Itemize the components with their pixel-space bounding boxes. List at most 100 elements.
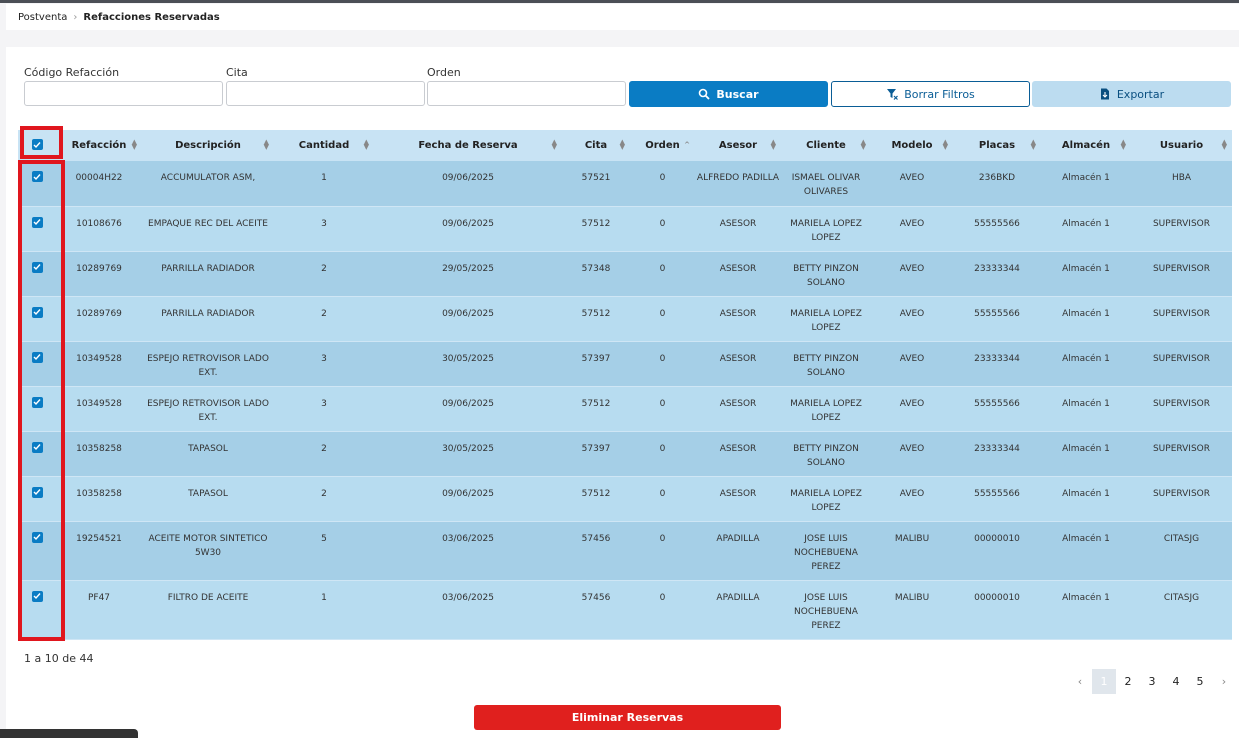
row-checkbox[interactable] [31, 396, 43, 408]
table-row[interactable]: 10289769 PARRILLA RADIADOR 2 09/06/2025 5751… [18, 296, 1232, 342]
sort-icon[interactable]: ▲ ▼ [363, 138, 369, 151]
sort-icon[interactable]: ▲ ▼ [551, 138, 557, 151]
export-button[interactable]: Exportar [1032, 81, 1231, 107]
row-checkbox[interactable] [31, 590, 43, 602]
table-row[interactable]: 10349528 ESPEJO RETROVISOR LADO EXT. 3 30/0… [18, 341, 1232, 387]
sort-icon[interactable]: ▲ ▼ [619, 138, 625, 151]
cell-modelo: AVEO [871, 206, 953, 252]
sort-icon[interactable]: ▲ ▼ [1030, 138, 1036, 151]
sort-icon[interactable]: ▲ ▼ [131, 138, 137, 151]
cell-descripcion: TAPASOL [142, 476, 274, 522]
row-checkbox[interactable] [31, 531, 43, 543]
row-checkbox-cell [18, 476, 56, 522]
file-export-icon [1100, 88, 1109, 100]
row-checkbox[interactable] [31, 216, 43, 228]
search-icon [699, 88, 711, 100]
cell-cantidad: 3 [274, 386, 374, 432]
check-icon [33, 173, 41, 180]
sort-asc-icon[interactable]: ^ [684, 141, 690, 149]
header-cliente[interactable]: Cliente ▲ ▼ [781, 130, 871, 161]
cell-cantidad: 2 [274, 476, 374, 522]
main-panel: Código Refacción Cita Orden Buscar Borra… [6, 47, 1239, 738]
sort-icon[interactable]: ▲ ▼ [860, 138, 866, 151]
cell-usuario: SUPERVISOR [1131, 251, 1232, 297]
breadcrumb-root[interactable]: Postventa [18, 11, 68, 23]
row-checkbox[interactable] [31, 306, 43, 318]
header-placas[interactable]: Placas ▲ ▼ [953, 130, 1041, 161]
header-orden[interactable]: Orden ^ [630, 130, 695, 161]
row-checkbox-cell [18, 251, 56, 297]
prev-page-button[interactable]: ‹ [1077, 675, 1083, 688]
cell-descripcion: PARRILLA RADIADOR [142, 296, 274, 342]
cell-cliente: MARIELA LOPEZ LOPEZ [781, 476, 871, 522]
row-checkbox[interactable] [31, 351, 43, 363]
cell-refaccion: 10358258 [56, 431, 142, 477]
sort-icon[interactable]: ▲ ▼ [1120, 138, 1126, 151]
page-button-2[interactable]: 2 [1124, 675, 1132, 688]
sort-icon[interactable]: ▲ ▼ [942, 138, 948, 151]
header-refaccion[interactable]: Refacción ▲ ▼ [56, 130, 142, 161]
cell-orden: 0 [630, 341, 695, 387]
search-button[interactable]: Buscar [629, 81, 828, 107]
sort-icon[interactable]: ▲ ▼ [263, 138, 269, 151]
header-asesor[interactable]: Asesor ▲ ▼ [695, 130, 781, 161]
cell-almacen: Almacén 1 [1041, 386, 1131, 432]
page-button-5[interactable]: 5 [1196, 675, 1204, 688]
row-checkbox[interactable] [31, 486, 43, 498]
header-fecha[interactable]: Fecha de Reserva ▲ ▼ [374, 130, 562, 161]
header-modelo[interactable]: Modelo ▲ ▼ [871, 130, 953, 161]
header-cita[interactable]: Cita ▲ ▼ [562, 130, 630, 161]
delete-reservations-button[interactable]: Eliminar Reservas [474, 705, 781, 730]
clear-filters-button[interactable]: Borrar Filtros [831, 81, 1030, 107]
page-button-3[interactable]: 3 [1148, 675, 1156, 688]
cell-refaccion: 10349528 [56, 341, 142, 387]
table-row[interactable]: 10358258 TAPASOL 2 30/05/2025 57397 0 ASESOR BE… [18, 431, 1232, 477]
table-row[interactable]: 19254521 ACEITE MOTOR SINTETICO 5W30 5 03/0… [18, 521, 1232, 581]
orden-input[interactable] [427, 81, 626, 106]
top-border [0, 0, 1239, 3]
cell-cliente: BETTY PINZON SOLANO [781, 251, 871, 297]
cell-cantidad: 3 [274, 341, 374, 387]
cell-asesor: ASESOR [695, 431, 781, 477]
cell-usuario: CITASJG [1131, 580, 1232, 640]
table-row[interactable]: 00004H22 ACCUMULATOR ASM, 1 09/06/2025 57521… [18, 161, 1232, 207]
cell-cita: 57397 [562, 431, 630, 477]
row-checkbox[interactable] [31, 441, 43, 453]
select-all-checkbox[interactable] [31, 139, 43, 151]
cell-placas: 55555566 [953, 386, 1041, 432]
header-usuario[interactable]: Usuario ▲ ▼ [1131, 130, 1232, 161]
table-row[interactable]: 10358258 TAPASOL 2 09/06/2025 57512 0 ASESOR MA… [18, 476, 1232, 522]
next-page-button[interactable]: › [1221, 675, 1227, 688]
codigo-input[interactable] [24, 81, 223, 106]
header-almacen[interactable]: Almacén ▲ ▼ [1041, 130, 1131, 161]
reservations-table-wrapper: Refacción ▲ ▼ Descripción ▲ ▼ Cantidad ▲ ▼ Fec… [18, 130, 1232, 640]
table-row[interactable]: 10349528 ESPEJO RETROVISOR LADO EXT. 3 09/0… [18, 386, 1232, 432]
cell-asesor: ASESOR [695, 341, 781, 387]
cell-usuario: SUPERVISOR [1131, 476, 1232, 522]
header-descripcion[interactable]: Descripción ▲ ▼ [142, 130, 274, 161]
cell-orden: 0 [630, 431, 695, 477]
cell-asesor: ALFREDO PADILLA [695, 161, 781, 207]
page-button-4[interactable]: 4 [1172, 675, 1180, 688]
cell-almacen: Almacén 1 [1041, 296, 1131, 342]
cell-usuario: SUPERVISOR [1131, 386, 1232, 432]
cell-usuario: SUPERVISOR [1131, 206, 1232, 252]
sort-icon[interactable]: ▲ ▼ [1221, 138, 1227, 151]
table-row[interactable]: 10108676 EMPAQUE REC DEL ACEITE 3 09/06/202… [18, 206, 1232, 252]
table-row[interactable]: 10289769 PARRILLA RADIADOR 2 29/05/2025 5734… [18, 251, 1232, 297]
cell-descripcion: ESPEJO RETROVISOR LADO EXT. [142, 386, 274, 432]
sort-icon[interactable]: ▲ ▼ [770, 138, 776, 151]
row-checkbox[interactable] [31, 171, 43, 182]
page-button-1[interactable]: 1 [1092, 669, 1116, 694]
cita-input[interactable] [226, 81, 425, 106]
cell-fecha: 30/05/2025 [374, 431, 562, 477]
cell-orden: 0 [630, 251, 695, 297]
row-checkbox[interactable] [31, 261, 43, 273]
cell-asesor: APADILLA [695, 521, 781, 581]
export-button-label: Exportar [1116, 87, 1165, 101]
cell-cliente: MARIELA LOPEZ LOPEZ [781, 206, 871, 252]
table-row[interactable]: PF47 FILTRO DE ACEITE 1 03/06/2025 57456 0 APA… [18, 580, 1232, 640]
header-cantidad[interactable]: Cantidad ▲ ▼ [274, 130, 374, 161]
header-label: Orden [645, 140, 680, 151]
header-label: Almacén [1061, 140, 1111, 151]
